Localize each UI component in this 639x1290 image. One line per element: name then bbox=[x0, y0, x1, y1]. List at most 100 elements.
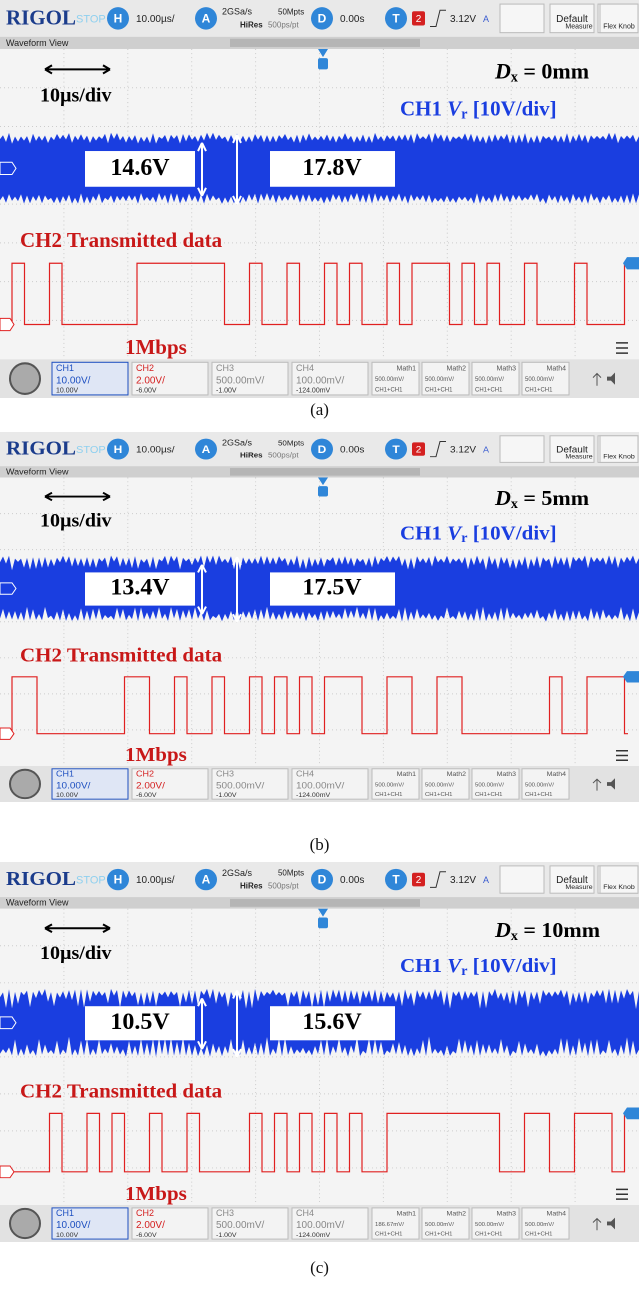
math-expr: CH1+CH1 bbox=[525, 387, 553, 393]
math-name: Math1 bbox=[397, 771, 417, 778]
amplitude-label: 14.6V bbox=[110, 154, 170, 181]
channel-name: CH2 bbox=[136, 769, 154, 779]
channel-scale: 100.00mV/ bbox=[296, 781, 345, 792]
math-scale: 500.00mV/ bbox=[475, 1222, 504, 1228]
channel-name: CH1 bbox=[56, 1208, 74, 1218]
scope-screen: RIGOLSTOPHADT10.00µs/2GSa/sHiRes50Mpts50… bbox=[0, 862, 639, 1242]
sample-rate: 2GSa/s bbox=[222, 868, 253, 878]
math-scale: 500.00mV/ bbox=[375, 377, 404, 383]
time-per-pt: 500ps/pt bbox=[268, 882, 299, 891]
ch1-prefix: CH1 bbox=[400, 96, 447, 120]
dx-symbol: D bbox=[494, 487, 511, 510]
ch1-marker bbox=[0, 583, 16, 594]
math-scale: 500.00mV/ bbox=[375, 783, 404, 789]
channel-scale: 500.00mV/ bbox=[216, 375, 265, 386]
time-per-pt: 500ps/pt bbox=[268, 451, 299, 460]
channel-offset: -1.00V bbox=[216, 792, 237, 799]
run-status: STOP bbox=[76, 13, 106, 25]
channel-scale: 100.00mV/ bbox=[296, 1220, 345, 1231]
channel-name: CH4 bbox=[296, 363, 314, 373]
trigger-channel: 2 bbox=[416, 875, 422, 886]
math-name: Math1 bbox=[397, 365, 416, 372]
math-name: Math2 bbox=[447, 771, 467, 778]
dx-value: = 5mm bbox=[518, 487, 589, 510]
math-expr: CH1+CH1 bbox=[425, 1232, 452, 1238]
home-button bbox=[10, 1209, 40, 1238]
trigger-unit: A bbox=[483, 444, 489, 454]
dx-value: = 0mm bbox=[518, 58, 590, 83]
ch1-marker bbox=[0, 1017, 16, 1029]
channel-name: CH4 bbox=[296, 1208, 314, 1218]
delay-value: 0.00s bbox=[340, 14, 364, 25]
timebase-label: 10µs/div bbox=[40, 84, 112, 106]
math-expr: CH1+CH1 bbox=[425, 792, 452, 798]
timebase-value: 10.00µs/ bbox=[136, 445, 175, 456]
mem-depth: 50Mpts bbox=[278, 869, 304, 878]
math-expr: CH1+CH1 bbox=[375, 792, 402, 798]
ch1-label: CH1 Vr [10V/div] bbox=[400, 522, 557, 545]
dx-label: Dx = 5mm bbox=[494, 487, 589, 511]
timebase-label: 10µs/div bbox=[40, 511, 112, 531]
amplitude-label: 13.4V bbox=[110, 575, 169, 600]
time-per-pt: 500ps/pt bbox=[268, 21, 299, 30]
rate-label: 1Mbps bbox=[125, 335, 187, 359]
trigger-marker bbox=[318, 918, 328, 929]
dx-value: = 10mm bbox=[518, 918, 600, 942]
menu-letter: H bbox=[114, 443, 123, 456]
channel-name: CH2 bbox=[136, 1208, 154, 1218]
menu-letter: H bbox=[114, 873, 123, 887]
math-scale: 500.00mV/ bbox=[525, 783, 554, 789]
trigger-channel: 2 bbox=[416, 445, 422, 456]
math-name: Math2 bbox=[447, 1211, 467, 1218]
caption: (a) bbox=[0, 400, 639, 420]
math-scale: 500.00mV/ bbox=[525, 377, 554, 383]
math-name: Math4 bbox=[547, 1211, 567, 1218]
math-expr: CH1+CH1 bbox=[375, 1232, 402, 1238]
tool-label: Measure bbox=[565, 454, 592, 461]
math-scale: 500.00mV/ bbox=[525, 1222, 554, 1228]
math-name: Math4 bbox=[547, 771, 567, 778]
tool-label: Measure bbox=[565, 884, 592, 891]
trigger-marker bbox=[318, 486, 328, 496]
math-expr: CH1+CH1 bbox=[525, 1232, 552, 1238]
view-title: Waveform View bbox=[6, 467, 69, 477]
channel-name: CH1 bbox=[56, 769, 74, 779]
scroll-strip bbox=[230, 468, 420, 476]
dx-symbol: D bbox=[494, 918, 511, 942]
dx-sub: x bbox=[511, 70, 518, 86]
menu-letter: D bbox=[318, 873, 327, 887]
run-button bbox=[500, 4, 544, 33]
channel-scale: 10.00V/ bbox=[56, 781, 91, 792]
brand: RIGOL bbox=[6, 438, 76, 459]
math-expr: CH1+CH1 bbox=[475, 387, 503, 393]
run-button bbox=[500, 436, 544, 463]
ch1-prefix: CH1 bbox=[400, 522, 447, 543]
channel-offset: -124.00mV bbox=[296, 792, 331, 799]
channel-offset: 10.00V bbox=[56, 388, 78, 395]
view-title: Waveform View bbox=[6, 898, 69, 908]
channel-scale: 500.00mV/ bbox=[216, 1220, 265, 1231]
math-name: Math1 bbox=[397, 1211, 417, 1218]
channel-offset: -124.00mV bbox=[296, 388, 330, 395]
ch2-label: CH2 Transmitted data bbox=[20, 645, 222, 666]
dx-symbol: D bbox=[494, 58, 511, 83]
channel-name: CH3 bbox=[216, 1208, 234, 1218]
mem-depth: 50Mpts bbox=[278, 7, 304, 16]
acq-mode: HiRes bbox=[240, 451, 263, 460]
menu-letter: D bbox=[318, 12, 327, 26]
ch1-label: CH1 Vr [10V/div] bbox=[400, 96, 557, 123]
channel-scale: 500.00mV/ bbox=[216, 781, 265, 792]
mem-depth: 50Mpts bbox=[278, 439, 304, 448]
ch1-marker bbox=[0, 162, 16, 174]
menu-letter: T bbox=[392, 12, 400, 26]
math-expr: CH1+CH1 bbox=[475, 792, 502, 798]
channel-offset: 10.00V bbox=[56, 1232, 79, 1239]
tool-label: Flex Knob bbox=[603, 454, 635, 461]
math-expr: CH1+CH1 bbox=[375, 387, 403, 393]
channel-offset: -1.00V bbox=[216, 388, 237, 395]
channel-offset: -124.00mV bbox=[296, 1232, 331, 1239]
home-button bbox=[10, 363, 40, 394]
amplitude-label: 15.6V bbox=[302, 1009, 361, 1035]
run-status: STOP bbox=[76, 444, 106, 456]
menu-letter: T bbox=[392, 873, 400, 887]
